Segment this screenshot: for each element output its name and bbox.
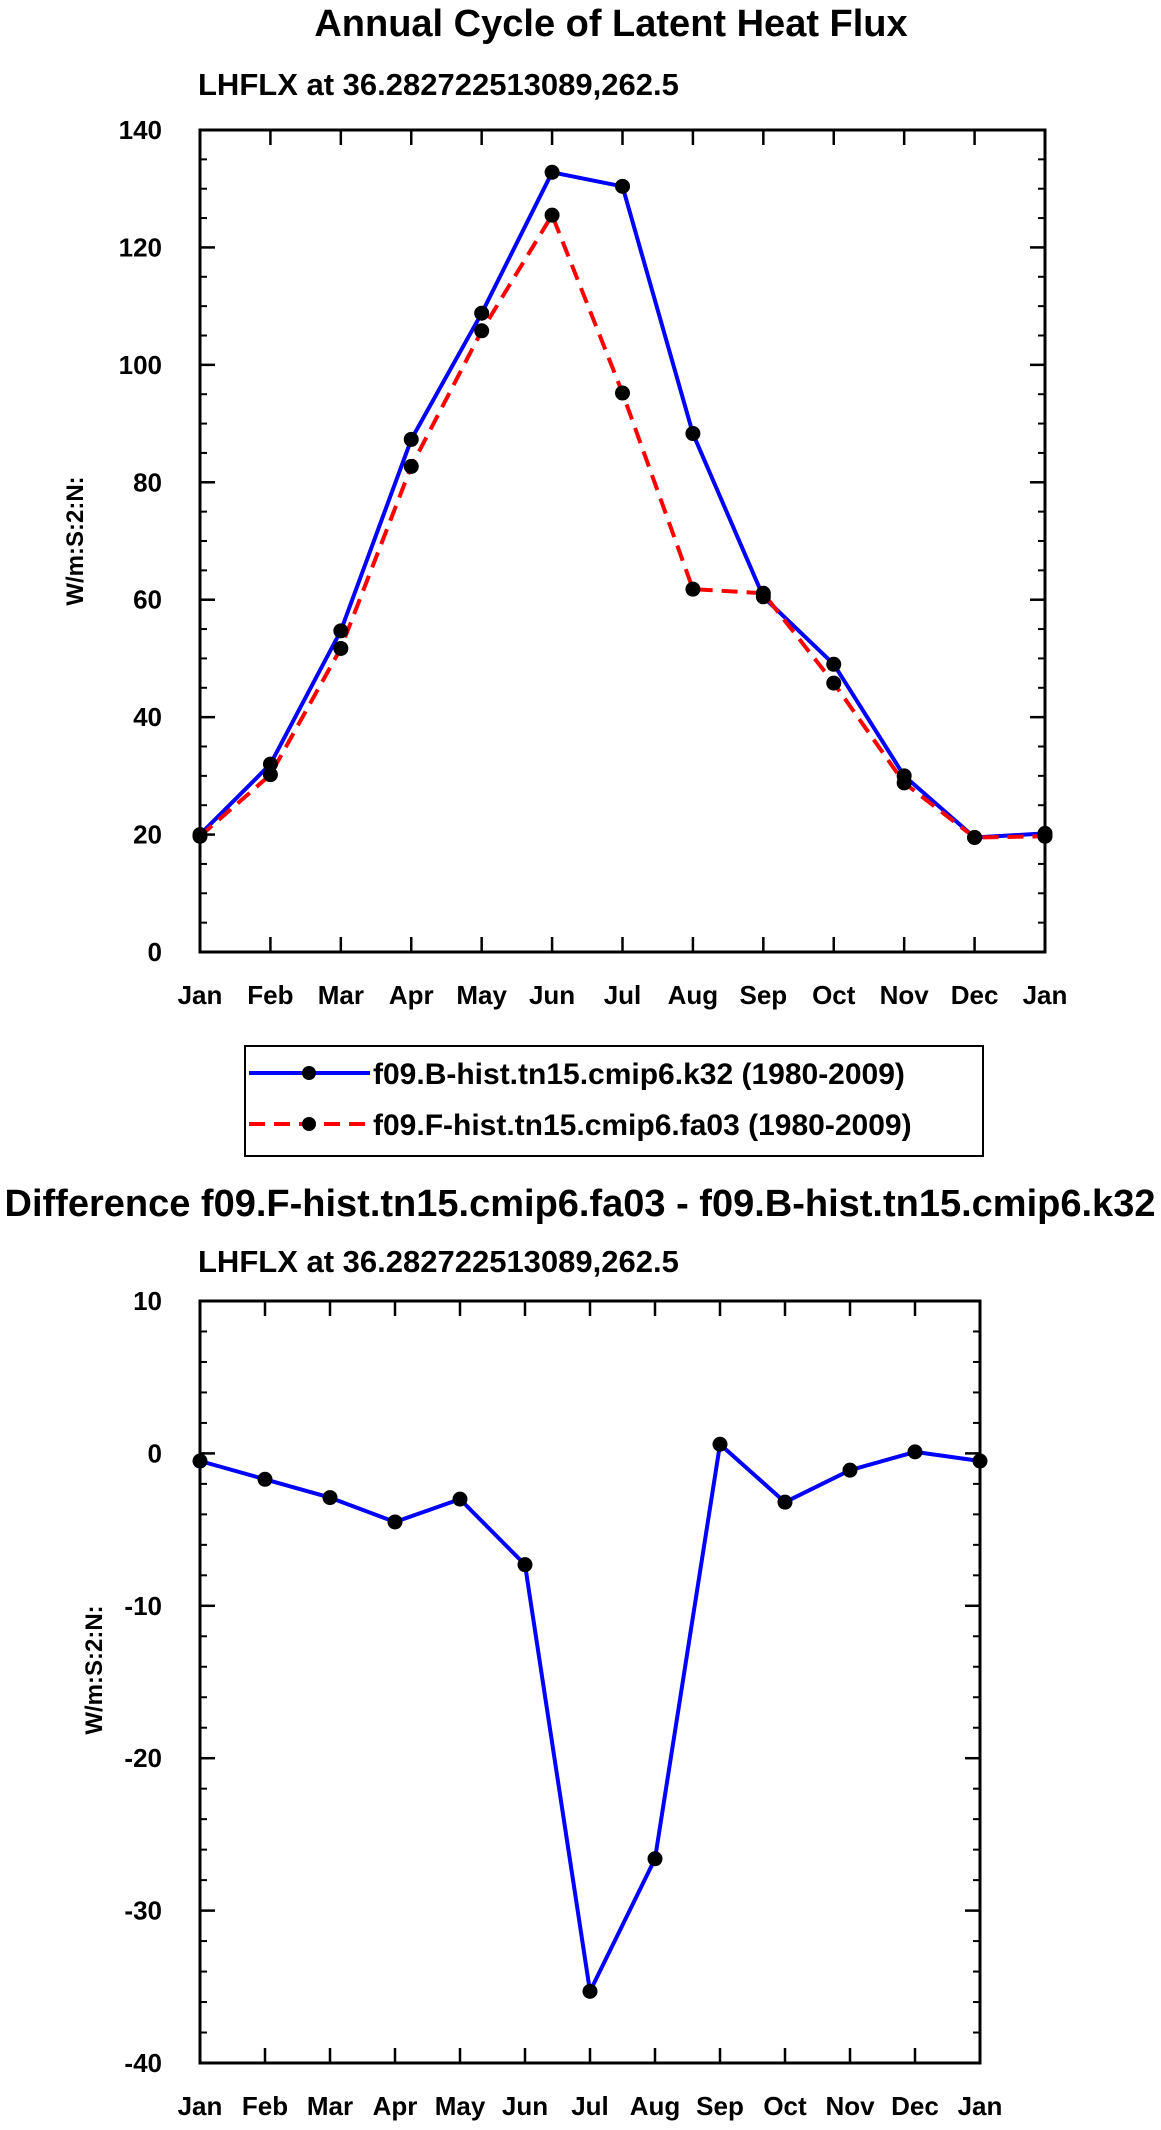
y-tick-label: 140 bbox=[119, 115, 162, 145]
data-point bbox=[544, 207, 560, 223]
chart-subtitle: LHFLX at 36.282722513089,262.5 bbox=[198, 67, 679, 102]
legend-label-f-hist: f09.F-hist.tn15.cmip6.fa03 (1980-2009) bbox=[373, 1109, 912, 1142]
x-tick-label: May bbox=[456, 980, 507, 1010]
data-point bbox=[474, 323, 490, 339]
y-tick-label: 0 bbox=[148, 937, 162, 967]
data-point bbox=[826, 656, 842, 672]
plot-frame bbox=[198, 128, 1047, 954]
data-point bbox=[907, 1444, 923, 1460]
data-point bbox=[403, 431, 419, 447]
data-point bbox=[403, 458, 419, 474]
annual-cycle-chart: Annual Cycle of Latent Heat Flux LHFLX a… bbox=[62, 3, 1067, 1010]
data-point bbox=[967, 830, 983, 846]
y-tick-label: 80 bbox=[133, 467, 162, 497]
plot-area: 0 20 40 60 80 100 120 140 Jan Feb Mar Apr May Jun Jul A… bbox=[119, 115, 1068, 1010]
y-tick-label: 120 bbox=[119, 232, 162, 262]
x-tick-label: Dec bbox=[891, 2091, 939, 2121]
data-point bbox=[262, 767, 278, 783]
data-point bbox=[333, 640, 349, 656]
y-tick-label: 100 bbox=[119, 350, 162, 380]
series-line-0 bbox=[199, 1442, 981, 1994]
data-point bbox=[474, 305, 490, 321]
data-point bbox=[685, 581, 701, 597]
series-line-1 bbox=[198, 213, 1046, 840]
x-tick-label: Aug bbox=[630, 2091, 681, 2121]
data-point bbox=[452, 1491, 468, 1507]
series-line-0 bbox=[198, 170, 1046, 840]
x-tick-label: Oct bbox=[763, 2091, 807, 2121]
y-tick-label: -10 bbox=[124, 1591, 162, 1621]
data-point bbox=[712, 1436, 728, 1452]
data-point bbox=[615, 385, 630, 401]
x-tick-label: Apr bbox=[389, 980, 434, 1010]
x-tick-label: Jan bbox=[178, 2091, 223, 2121]
y-axis-label: W/m:S:2:N: bbox=[62, 476, 89, 605]
y-tick-label: -30 bbox=[124, 1896, 162, 1926]
x-tick-label: Jan bbox=[958, 2091, 1003, 2121]
x-tick-label: Apr bbox=[373, 2091, 418, 2121]
x-tick-label: Jun bbox=[502, 2091, 548, 2121]
data-point bbox=[647, 1851, 663, 1867]
data-point bbox=[826, 675, 842, 691]
data-point bbox=[755, 585, 771, 601]
x-tick-label: Nov bbox=[825, 2091, 875, 2121]
x-tick-label: Sep bbox=[696, 2091, 744, 2121]
difference-subtitle: LHFLX at 36.282722513089,262.5 bbox=[198, 1244, 679, 1279]
data-point bbox=[1037, 828, 1053, 844]
y-tick-label: 40 bbox=[133, 702, 162, 732]
data-point bbox=[192, 828, 208, 844]
data-point bbox=[842, 1462, 858, 1478]
data-point bbox=[544, 164, 560, 180]
data-point bbox=[262, 756, 278, 772]
data-point bbox=[582, 1983, 598, 1999]
x-tick-label: Mar bbox=[307, 2091, 353, 2121]
legend-entry-f-hist: f09.F-hist.tn15.cmip6.fa03 (1980-2009) bbox=[249, 1109, 912, 1142]
data-point bbox=[615, 178, 630, 194]
data-point bbox=[777, 1494, 793, 1510]
y-tick-label: -40 bbox=[124, 2048, 162, 2078]
difference-title: Difference f09.F-hist.tn15.cmip6.fa03 - … bbox=[5, 1183, 1156, 1225]
legend-box bbox=[244, 1045, 984, 1157]
chart-title: Annual Cycle of Latent Heat Flux bbox=[314, 3, 907, 45]
difference-y-axis-label: W/m:S:2:N: bbox=[81, 1605, 108, 1734]
difference-plot-area: -40 -30 -20 -10 0 10 Jan Feb Mar Apr May Jun Jul Aug S… bbox=[124, 1286, 1002, 2121]
data-point bbox=[257, 1471, 273, 1487]
x-tick-label: Dec bbox=[951, 980, 999, 1010]
x-tick-label: Jul bbox=[571, 2091, 609, 2121]
data-point bbox=[972, 1453, 988, 1469]
y-tick-label: 20 bbox=[133, 820, 162, 850]
y-tick-label: 10 bbox=[133, 1286, 162, 1316]
y-tick-label: 0 bbox=[148, 1438, 162, 1468]
data-point bbox=[685, 426, 701, 442]
data-point bbox=[387, 1514, 403, 1530]
data-point bbox=[896, 775, 912, 791]
x-tick-label: Feb bbox=[242, 2091, 288, 2121]
data-point bbox=[333, 623, 349, 639]
x-tick-label: Jul bbox=[604, 980, 642, 1010]
x-tick-label: Mar bbox=[318, 980, 364, 1010]
y-tick-label: 60 bbox=[133, 585, 162, 615]
x-tick-label: Jan bbox=[178, 980, 223, 1010]
x-tick-label: Sep bbox=[739, 980, 787, 1010]
plot-frame bbox=[198, 1299, 982, 2065]
y-tick-label: -20 bbox=[124, 1743, 162, 1773]
x-tick-label: Jan bbox=[1023, 980, 1068, 1010]
legend: f09.B-hist.tn15.cmip6.k32 (1980-2009) f0… bbox=[244, 1045, 984, 1157]
x-tick-label: Feb bbox=[247, 980, 293, 1010]
legend-marker-f-hist bbox=[302, 1117, 316, 1131]
data-point bbox=[322, 1490, 338, 1506]
x-tick-label: Nov bbox=[880, 980, 930, 1010]
legend-label-b-hist: f09.B-hist.tn15.cmip6.k32 (1980-2009) bbox=[373, 1058, 905, 1091]
x-tick-label: Jun bbox=[529, 980, 575, 1010]
legend-entry-b-hist: f09.B-hist.tn15.cmip6.k32 (1980-2009) bbox=[249, 1058, 905, 1091]
legend-marker-b-hist bbox=[302, 1066, 316, 1080]
x-tick-label: Aug bbox=[668, 980, 719, 1010]
x-tick-label: Oct bbox=[812, 980, 856, 1010]
x-tick-label: May bbox=[435, 2091, 486, 2121]
data-point bbox=[517, 1557, 533, 1573]
difference-chart: Difference f09.F-hist.tn15.cmip6.fa03 - … bbox=[5, 1183, 1156, 2121]
data-point bbox=[192, 1453, 208, 1469]
